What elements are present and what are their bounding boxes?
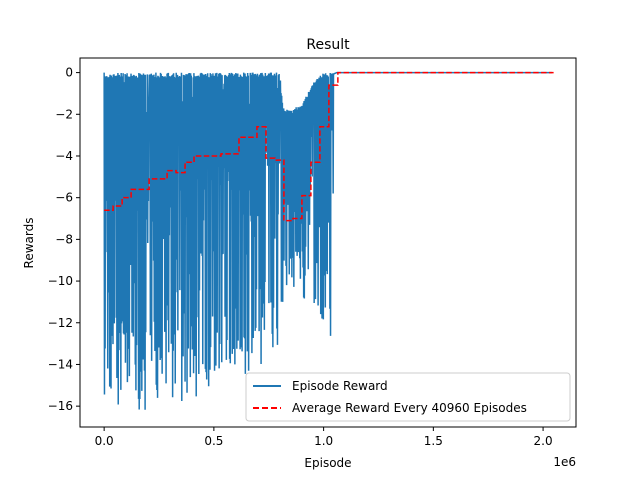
x-axis-label: Episode (304, 456, 351, 470)
y-tick-label: −8 (55, 232, 73, 246)
plot-area (103, 71, 554, 410)
y-axis: 0 −2 −4 −6 −8 −10 −12 −14 −16 (48, 66, 80, 413)
y-tick-label: −12 (48, 316, 73, 330)
x-tick-label: 0.0 (95, 434, 114, 448)
x-axis-offset-label: 1e6 (553, 455, 576, 469)
legend: Episode Reward Average Reward Every 4096… (245, 372, 571, 422)
x-tick-label: 2.0 (534, 434, 553, 448)
plot-frame (79, 57, 577, 428)
y-tick-label: −10 (48, 274, 73, 288)
x-tick-label: 1.5 (424, 434, 443, 448)
x-tick-label: 0.5 (204, 434, 223, 448)
y-tick-label: −16 (48, 399, 73, 413)
chart-title: Result (306, 37, 350, 53)
y-tick-label: 0 (65, 66, 73, 80)
x-axis: 0.0 0.5 1.0 1.5 2.0 (95, 427, 553, 448)
legend-label-average-reward: Average Reward Every 40960 Episodes (292, 401, 527, 415)
y-tick-label: −4 (55, 149, 73, 163)
legend-label-episode-reward: Episode Reward (292, 379, 388, 393)
series-average-reward-line (104, 71, 554, 222)
y-tick-label: −14 (48, 357, 73, 371)
legend-box (245, 372, 571, 422)
y-axis-label: Rewards (22, 218, 36, 269)
y-tick-label: −2 (55, 107, 73, 121)
x-tick-label: 1.0 (314, 434, 333, 448)
series-episode-reward-line (103, 71, 552, 410)
y-tick-label: −6 (55, 191, 73, 205)
